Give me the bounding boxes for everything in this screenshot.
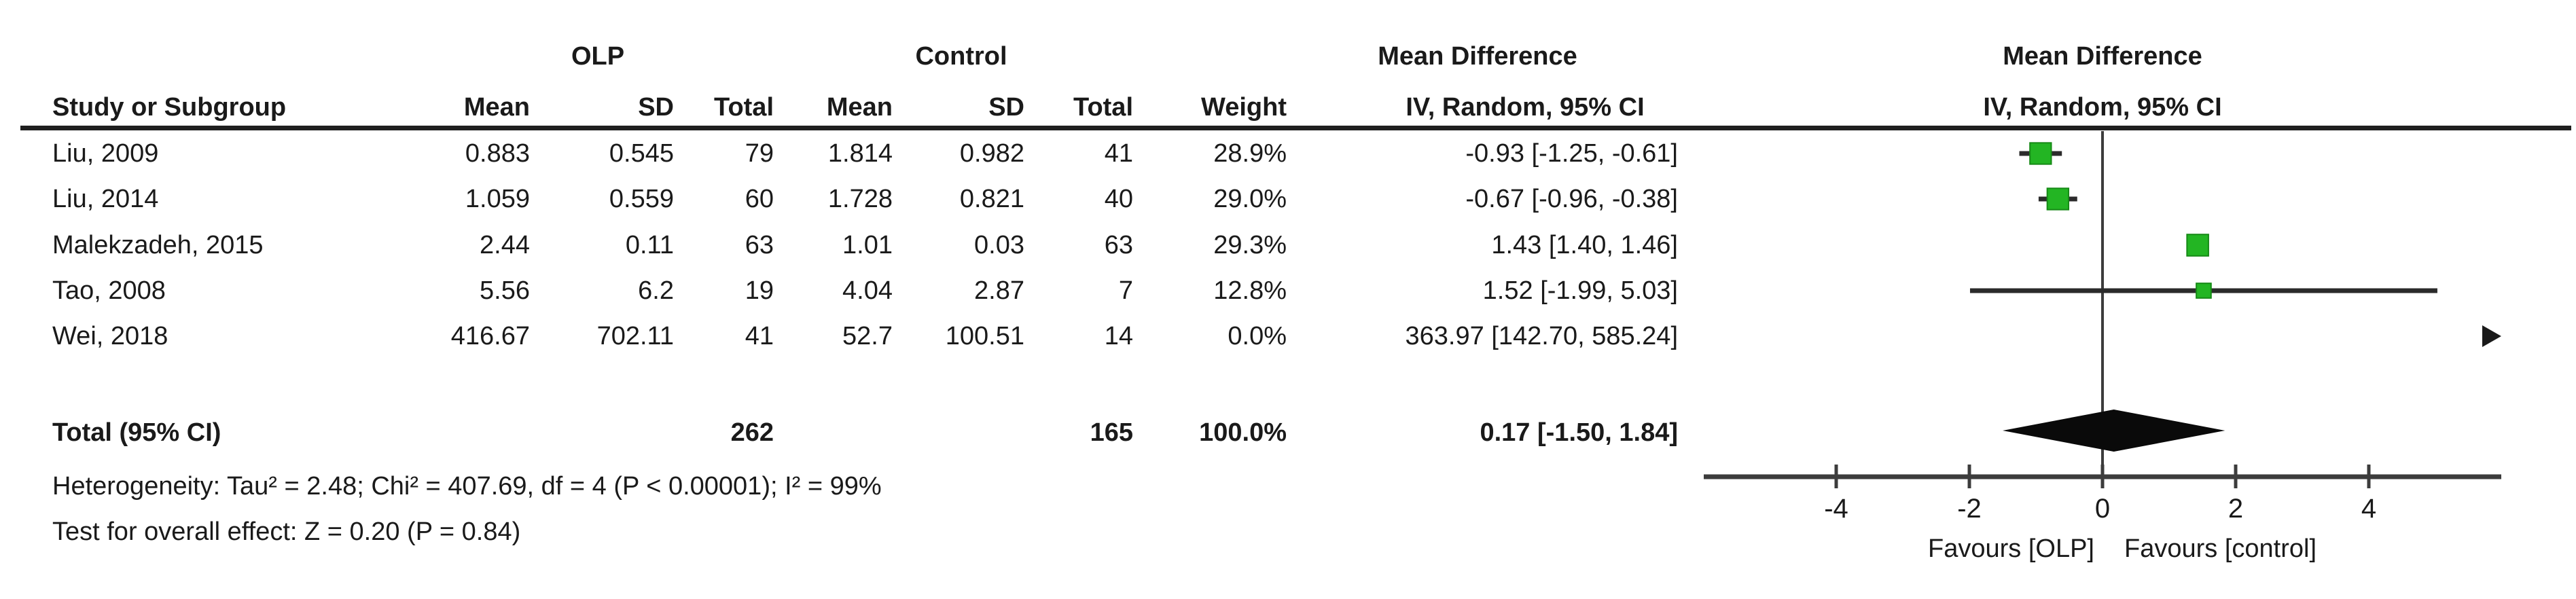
table-cell-weight: 12.8% bbox=[1213, 276, 1287, 305]
table-cell-olp-sd: 0.11 bbox=[625, 231, 674, 259]
heterogeneity-line: Heterogeneity: Tau² = 2.48; Chi² = 407.6… bbox=[52, 472, 882, 501]
table-cell-olp-mean: 2.44 bbox=[480, 231, 530, 259]
table-cell-control-sd: 100.51 bbox=[945, 322, 1024, 350]
table-cell-olp-sd: 0.559 bbox=[609, 185, 674, 213]
favours-right-label: Favours [control] bbox=[2124, 534, 2316, 563]
table-cell-control-total: 63 bbox=[1104, 231, 1133, 259]
tick-label: 0 bbox=[2095, 494, 2110, 524]
table-cell-olp-total: 63 bbox=[745, 231, 774, 259]
table-cell-weight: 29.3% bbox=[1213, 231, 1287, 259]
group-header-olp: OLP bbox=[571, 42, 625, 71]
study-name: Liu, 2014 bbox=[52, 185, 159, 213]
col-header-control-sd: SD bbox=[988, 93, 1024, 122]
summary-diamond bbox=[2003, 410, 2225, 452]
table-cell-weight: 0.0% bbox=[1228, 322, 1287, 350]
table-cell-olp-total: 41 bbox=[745, 322, 774, 350]
table-cell-control-total: 41 bbox=[1104, 139, 1133, 168]
effect-square bbox=[2186, 234, 2209, 257]
table-cell-md-text: 1.52 [-1.99, 5.03] bbox=[1482, 276, 1678, 305]
col-header-iv-right: IV, Random, 95% CI bbox=[1983, 93, 2222, 122]
table-cell-olp-sd: 6.2 bbox=[638, 276, 674, 305]
study-name: Malekzadeh, 2015 bbox=[52, 231, 264, 259]
col-header-study: Study or Subgroup bbox=[52, 93, 287, 122]
table-cell-control-sd: 2.87 bbox=[974, 276, 1024, 305]
col-header-olp-mean: Mean bbox=[463, 93, 530, 122]
tick-label: 2 bbox=[2228, 494, 2243, 524]
tick-label: -4 bbox=[1824, 494, 1848, 524]
table-cell-control-sd: 0.982 bbox=[959, 139, 1024, 168]
col-header-iv-left: IV, Random, 95% CI bbox=[1406, 93, 1645, 122]
table-cell-olp-sd: 702.11 bbox=[596, 322, 674, 350]
table-cell-olp-total: 79 bbox=[745, 139, 774, 168]
table-cell-md-text: -0.67 [-0.96, -0.38] bbox=[1465, 185, 1678, 213]
table-cell-control-mean: 1.728 bbox=[827, 185, 893, 213]
table-cell-weight: 29.0% bbox=[1213, 185, 1287, 213]
table-cell-olp-sd: 0.545 bbox=[609, 139, 674, 168]
md-header-left: Mean Difference bbox=[1378, 42, 1577, 71]
table-cell-control-total: 40 bbox=[1104, 185, 1133, 213]
col-header-olp-sd: SD bbox=[638, 93, 674, 122]
table-cell-weight: 28.9% bbox=[1213, 139, 1287, 168]
effect-square bbox=[2029, 142, 2052, 165]
table-cell-control-mean: 52.7 bbox=[842, 322, 893, 350]
total-weight: 100.0% bbox=[1199, 418, 1287, 447]
effect-square bbox=[2196, 283, 2212, 299]
study-name: Tao, 2008 bbox=[52, 276, 166, 305]
total-label: Total (95% CI) bbox=[52, 418, 221, 447]
study-name: Liu, 2009 bbox=[52, 139, 159, 168]
table-cell-control-sd: 0.821 bbox=[959, 185, 1024, 213]
md-header-right: Mean Difference bbox=[2003, 42, 2202, 71]
table-cell-control-mean: 1.01 bbox=[842, 231, 893, 259]
table-cell-md-text: 363.97 [142.70, 585.24] bbox=[1405, 322, 1678, 350]
arrow-right bbox=[2482, 325, 2501, 347]
table-cell-control-mean: 4.04 bbox=[842, 276, 893, 305]
total-md-ci: 0.17 [-1.50, 1.84] bbox=[1480, 418, 1678, 447]
effect-square bbox=[2046, 187, 2070, 211]
header-rule bbox=[20, 126, 2571, 130]
table-cell-control-total: 14 bbox=[1104, 322, 1133, 350]
favours-left-label: Favours [OLP] bbox=[1928, 534, 2094, 563]
col-header-control-total: Total bbox=[1073, 93, 1133, 122]
group-header-control: Control bbox=[915, 42, 1007, 71]
table-cell-olp-mean: 5.56 bbox=[480, 276, 530, 305]
overall-effect-line: Test for overall effect: Z = 0.20 (P = 0… bbox=[52, 518, 521, 546]
table-cell-olp-total: 60 bbox=[745, 185, 774, 213]
col-header-olp-total: Total bbox=[714, 93, 774, 122]
col-header-control-mean: Mean bbox=[826, 93, 893, 122]
study-name: Wei, 2018 bbox=[52, 322, 168, 350]
tick-label: 4 bbox=[2361, 494, 2376, 524]
table-cell-olp-mean: 416.67 bbox=[450, 322, 530, 350]
total-control-n: 165 bbox=[1090, 418, 1133, 447]
table-cell-control-total: 7 bbox=[1118, 276, 1133, 305]
tick-label: -2 bbox=[1957, 494, 1982, 524]
table-cell-olp-mean: 0.883 bbox=[465, 139, 530, 168]
col-header-weight: Weight bbox=[1201, 93, 1287, 122]
table-cell-md-text: -0.93 [-1.25, -0.61] bbox=[1465, 139, 1678, 168]
table-cell-md-text: 1.43 [1.40, 1.46] bbox=[1491, 231, 1678, 259]
table-cell-control-sd: 0.03 bbox=[974, 231, 1024, 259]
table-cell-olp-mean: 1.059 bbox=[465, 185, 530, 213]
total-olp-n: 262 bbox=[730, 418, 774, 447]
table-cell-control-mean: 1.814 bbox=[827, 139, 893, 168]
table-cell-olp-total: 19 bbox=[745, 276, 774, 305]
